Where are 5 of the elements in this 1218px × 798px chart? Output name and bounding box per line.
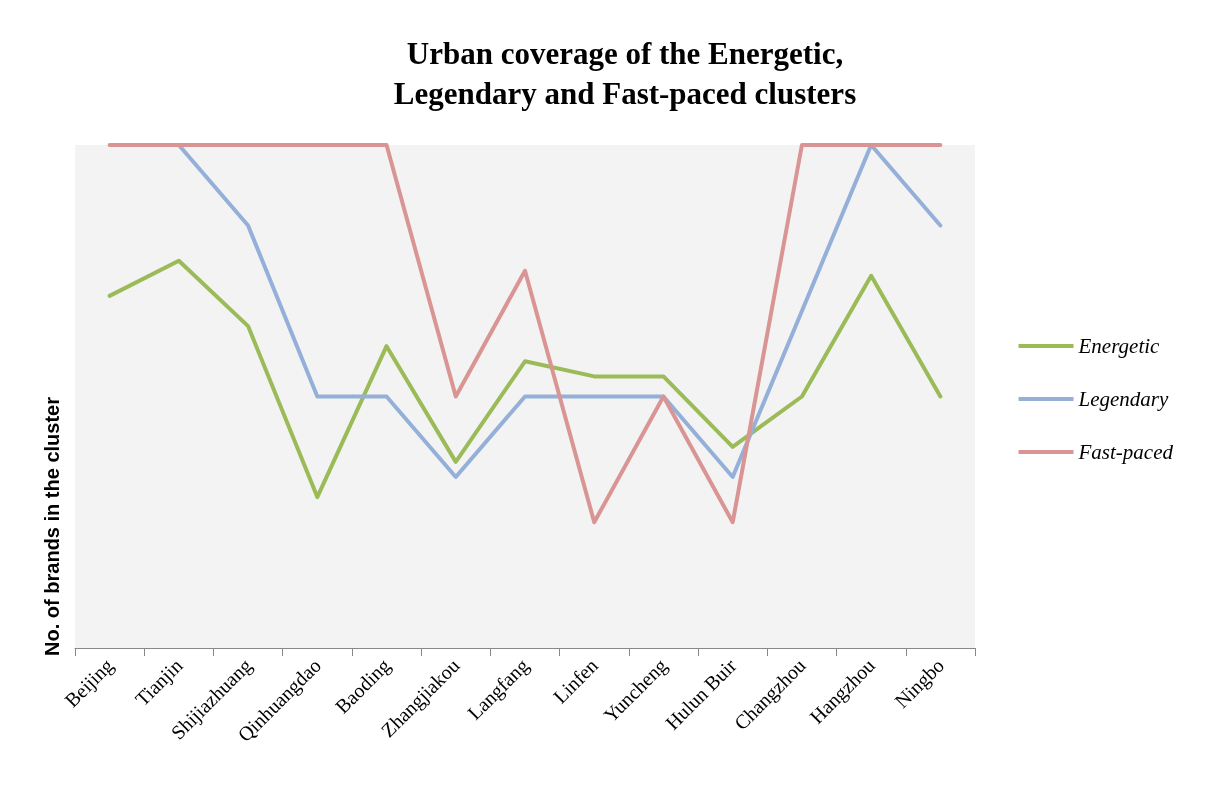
chart-title: Urban coverage of the Energetic, Legendary and Fast-paced clusters bbox=[393, 35, 857, 111]
y-axis-title: No. of brands in the cluster bbox=[41, 396, 63, 656]
legend-label: Legendary bbox=[1077, 387, 1170, 411]
legend-label: Energetic bbox=[1077, 334, 1161, 358]
legend-label: Fast-paced bbox=[1077, 440, 1174, 464]
